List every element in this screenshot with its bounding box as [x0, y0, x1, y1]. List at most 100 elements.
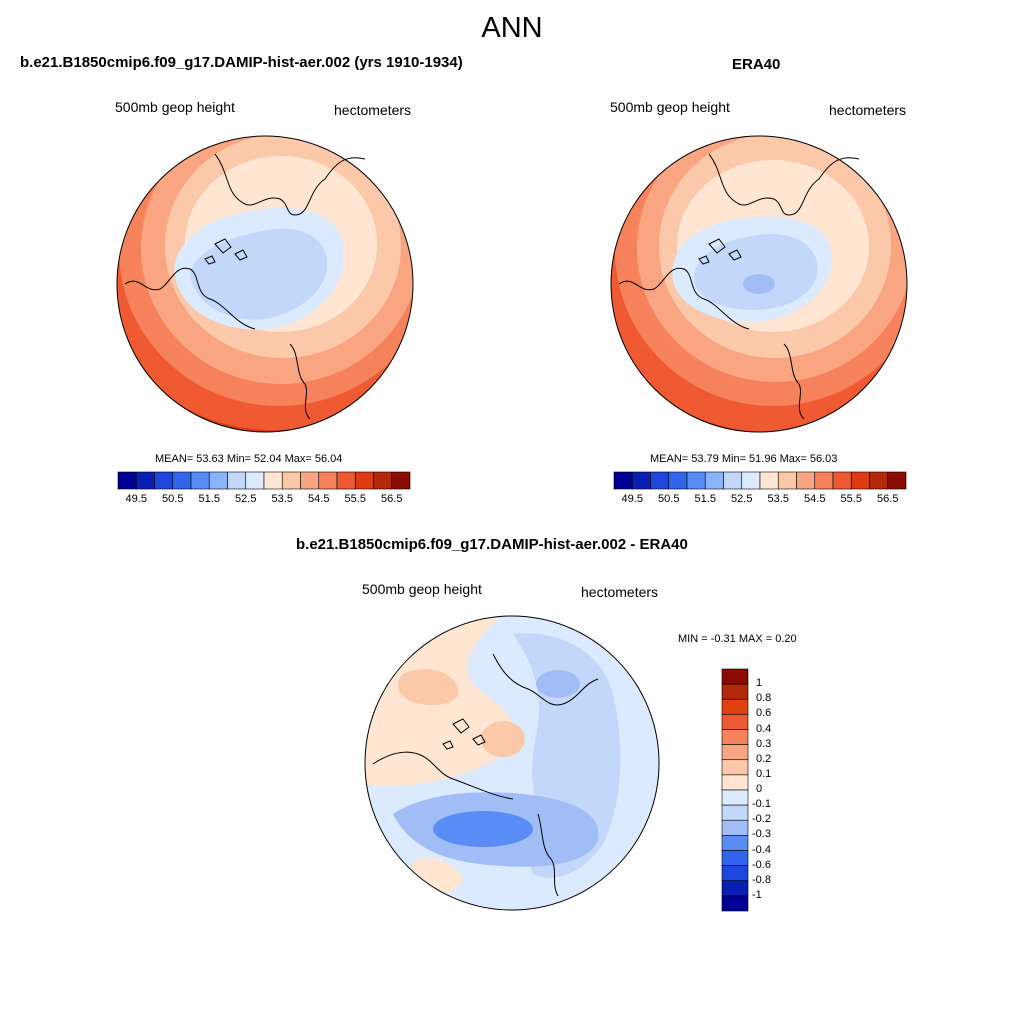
obs-colorbar-box-4: [686, 471, 706, 490]
obs-colorbar-tick-label: 55.5: [840, 493, 862, 505]
diff-colorbar-tick-label: 0.4: [756, 722, 772, 735]
diff-map-boundary: [364, 615, 660, 911]
model-colorbar-tick-label: 50.5: [162, 493, 184, 505]
diff-positive-core: [481, 721, 525, 757]
diff-colorbar-box-15: [721, 895, 749, 912]
obs-colorbar-tick-label: 50.5: [658, 493, 680, 505]
obs-colorbar-box-15: [887, 471, 907, 490]
obs-coastlines: [618, 153, 860, 420]
obs-colorbar-box-14: [869, 471, 889, 490]
model-colorbar-tick-label: 54.5: [308, 493, 330, 505]
model-colorbar-tick-label: 56.5: [381, 493, 403, 505]
obs-colorbar-box-2: [650, 471, 670, 490]
model-colorbar-box-10: [300, 471, 320, 490]
diff-negative-core-south: [433, 811, 533, 847]
model-colorbar-box-4: [190, 471, 210, 490]
diff-colorbar-box-7: [721, 774, 749, 791]
model-variable-label: 500mb geop height: [115, 99, 235, 115]
diff-colorbar-tick-label: -0.1: [752, 798, 771, 811]
model-stats: MEAN= 53.63 Min= 52.04 Max= 56.04: [155, 453, 343, 465]
model-colorbar: [117, 471, 411, 490]
diff-colorbar-box-1: [721, 683, 749, 700]
obs-polar-map: [610, 135, 908, 433]
diff-colorbar-tick-label: -0.2: [752, 813, 771, 826]
diff-colorbar-tick-label: 0.6: [756, 707, 772, 720]
obs-colorbar-box-10: [796, 471, 816, 490]
obs-colorbar-tick-label: 51.5: [694, 493, 716, 505]
model-colorbar-box-2: [154, 471, 174, 490]
model-colorbar-box-8: [263, 471, 283, 490]
diff-colorbar-box-6: [721, 759, 749, 776]
diff-variable-label: 500mb geop height: [362, 581, 482, 597]
figure-title: ANN: [481, 12, 543, 44]
diff-polar-map: [364, 615, 660, 911]
diff-positive-small-north: [397, 669, 459, 706]
diff-colorbar-box-9: [721, 804, 749, 821]
model-coastlines: [124, 153, 366, 420]
diff-colorbar-box-4: [721, 729, 749, 745]
model-colorbar-box-1: [135, 471, 155, 490]
diff-colorbar-tick-label: 0.1: [756, 767, 772, 780]
obs-units-label: hectometers: [829, 102, 907, 118]
diff-colorbar-box-12: [721, 850, 749, 866]
model-colorbar-box-6: [227, 471, 247, 490]
model-colorbar-box-14: [373, 471, 393, 490]
model-colorbar-box-15: [391, 471, 411, 490]
model-units-label: hectometers: [334, 102, 412, 118]
obs-colorbar-box-3: [668, 471, 688, 490]
diff-units-label: hectometers: [581, 584, 659, 600]
obs-colorbar-box-11: [814, 471, 834, 490]
model-polar-map: [116, 135, 414, 433]
diff-colorbar-tick-label: 0.8: [756, 692, 772, 705]
obs-colorbar-box-8: [759, 471, 779, 490]
obs-band-52-5: [693, 233, 818, 311]
model-colorbar-tick-label: 55.5: [344, 493, 366, 505]
obs-colorbar-box-1: [631, 471, 651, 490]
diff-colorbar-box-2: [721, 698, 749, 715]
diff-colorbar-tick-label: -1: [752, 888, 762, 901]
obs-colorbar-box-9: [777, 471, 797, 490]
model-colorbar-box-11: [318, 471, 338, 490]
model-colorbar-box-5: [208, 471, 228, 490]
diff-colorbar-box-13: [721, 865, 749, 882]
model-colorbar-box-3: [172, 471, 192, 490]
obs-colorbar-box-13: [850, 471, 870, 490]
obs-colorbar-tick-label: 49.5: [621, 493, 643, 505]
diff-colorbar-tick-label: 1: [756, 677, 763, 690]
diff-colorbar-tick-label: -0.4: [752, 843, 771, 856]
obs-colorbar-tick-label: 54.5: [804, 493, 826, 505]
model-colorbar-tick-label: 52.5: [235, 493, 257, 505]
obs-colorbar-box-5: [704, 471, 724, 490]
obs-colorbar-tick-label: 53.5: [767, 493, 789, 505]
diff-colorbar-box-0: [721, 668, 749, 685]
obs-variable-label: 500mb geop height: [610, 99, 730, 115]
obs-panel-title: ERA40: [732, 56, 781, 73]
obs-colorbar-box-7: [741, 471, 761, 490]
obs-map-boundary: [610, 135, 908, 433]
diff-colorbar-tick-label: 0.3: [756, 737, 772, 750]
obs-band-52: [743, 274, 775, 294]
diff-coastlines: [372, 653, 599, 897]
diff-colorbar-box-3: [721, 714, 749, 730]
model-colorbar-tick-label: 51.5: [198, 493, 220, 505]
model-colorbar-box-9: [281, 471, 301, 490]
model-colorbar-box-12: [336, 471, 356, 490]
model-panel-title: b.e21.B1850cmip6.f09_g17.DAMIP-hist-aer.…: [20, 54, 463, 71]
obs-colorbar-box-12: [832, 471, 852, 490]
diff-colorbar-box-8: [721, 789, 749, 806]
obs-colorbar-box-0: [613, 471, 633, 490]
diff-colorbar-box-5: [721, 744, 749, 761]
diff-colorbar-tick-label: -0.3: [752, 828, 771, 841]
diff-colorbar-tick-label: 0.2: [756, 752, 772, 765]
model-colorbar-box-7: [245, 471, 265, 490]
diff-negative-core-north: [536, 670, 580, 698]
diff-colorbar: [721, 668, 749, 912]
diff-panel-title: b.e21.B1850cmip6.f09_g17.DAMIP-hist-aer.…: [296, 536, 688, 553]
obs-colorbar-tick-label: 52.5: [731, 493, 753, 505]
obs-colorbar: [613, 471, 907, 490]
diff-stats: MIN = -0.31 MAX = 0.20: [678, 633, 797, 645]
diff-colorbar-tick-label: 0: [756, 783, 763, 795]
obs-colorbar-box-6: [723, 471, 743, 490]
diff-colorbar-box-14: [721, 880, 749, 897]
obs-stats: MEAN= 53.79 Min= 51.96 Max= 56.03: [650, 453, 838, 465]
